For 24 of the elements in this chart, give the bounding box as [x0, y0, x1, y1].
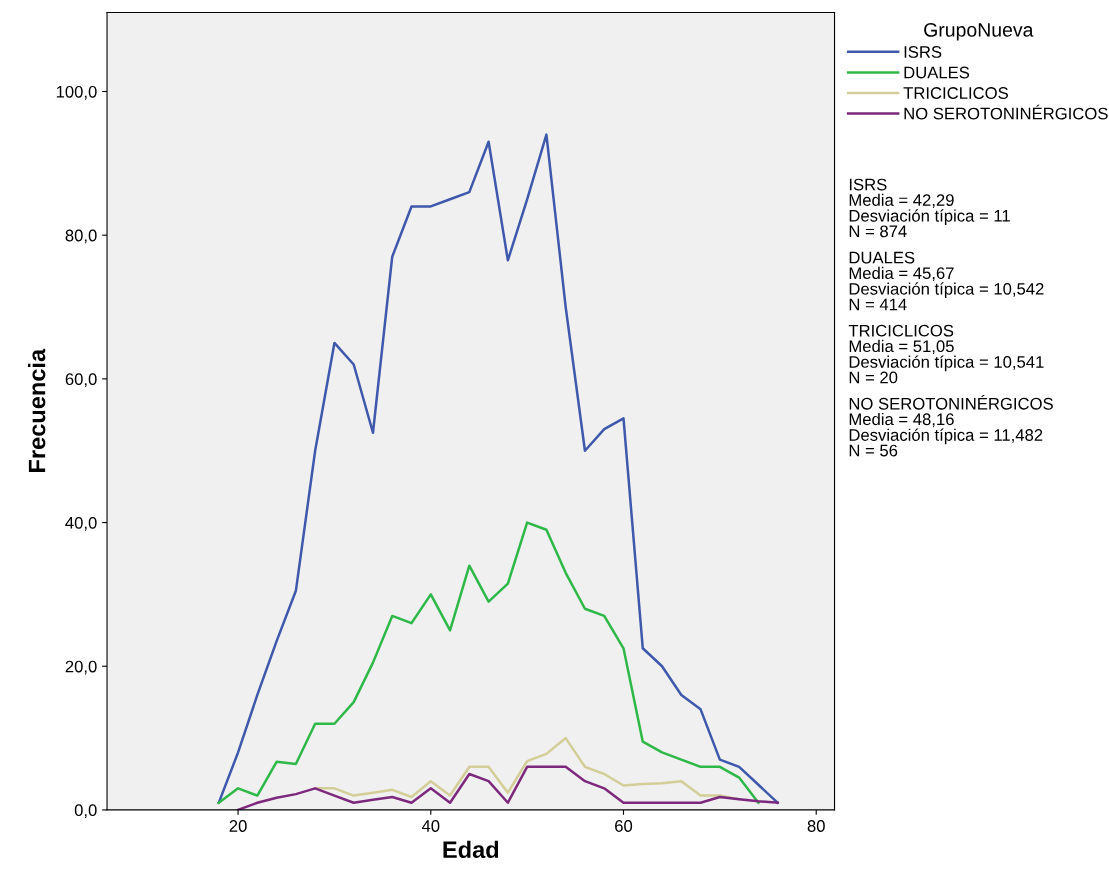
- y-tick-label: 20,0: [65, 660, 97, 675]
- y-tick-label: 80,0: [65, 229, 97, 244]
- x-tick-label: 60: [615, 820, 633, 832]
- legend-label: DUALES: [904, 66, 970, 79]
- x-axis-title: Edad: [443, 840, 499, 859]
- text: TRICICLICOS Media = 51,05 Desviación típica = 10,541 N = 20: [848, 324, 1044, 384]
- line-series: [217, 133, 779, 804]
- x-tick-label: 40: [421, 820, 440, 832]
- line-series: [236, 765, 779, 810]
- text: ISRS Media = 42,29 Desviación típica = 11 N = 874: [849, 178, 1010, 238]
- legend-label: NO SEROTONINÉRGICOS: [904, 104, 1108, 120]
- legend-title: GrupoNueva: [924, 22, 1034, 41]
- x-tick-label: 80: [807, 820, 825, 832]
- legend-label: ISRS: [904, 46, 942, 58]
- y-tick-label: 0,0: [74, 804, 97, 819]
- y-axis-title: Frecuencia: [28, 348, 46, 472]
- y-tick-label: 100,0: [56, 85, 97, 100]
- text: DUALES Media = 45,67 Desviación típica = 10,542 N = 414: [849, 251, 1044, 311]
- x-tick-label: 20: [229, 820, 247, 832]
- y-tick-label: 40,0: [65, 516, 97, 531]
- y-tick-label: 60,0: [65, 373, 97, 388]
- text: NO SEROTONINÉRGICOS Media = 48,16 Desviación típica = 11,482 N = 56: [849, 395, 1053, 457]
- line-series: [217, 521, 760, 804]
- legend-label: TRICICLICOS: [903, 87, 1008, 99]
